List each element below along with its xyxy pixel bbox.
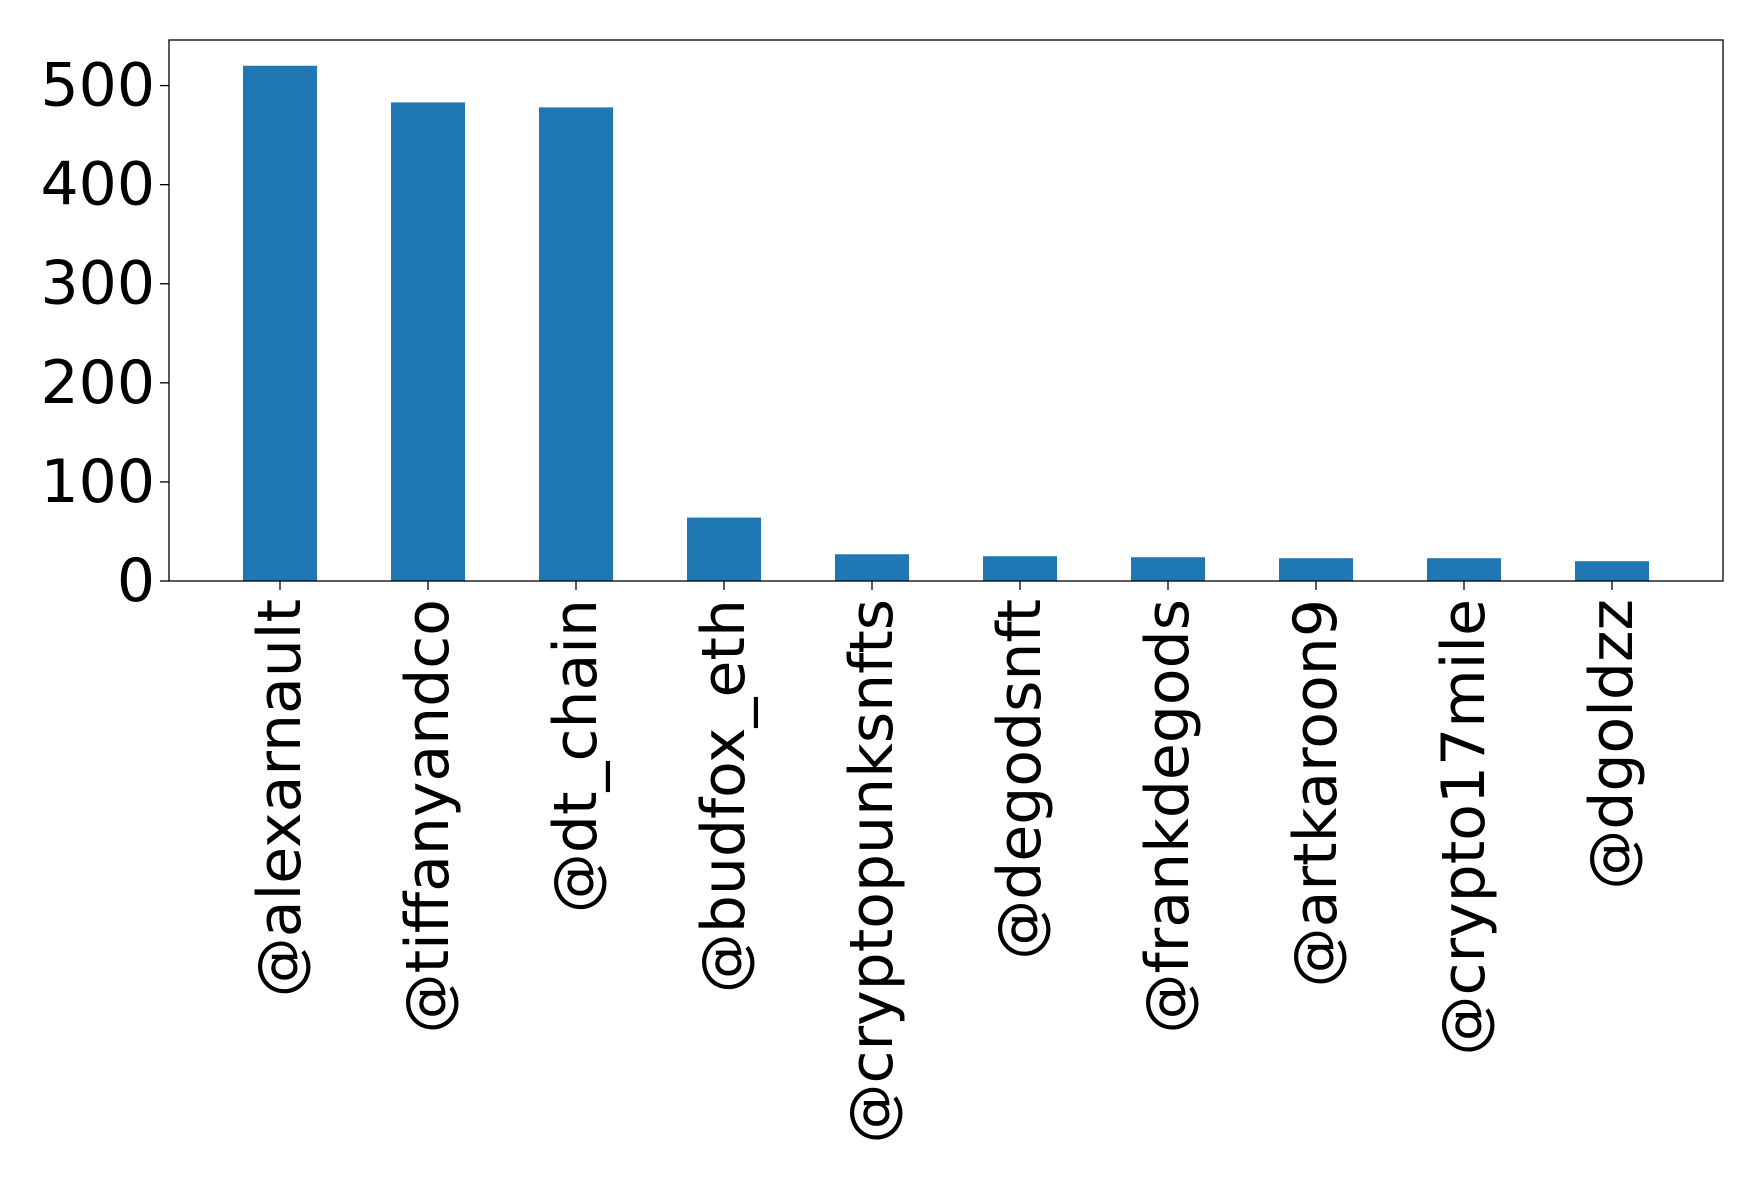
x-axis-ticks: @alexarnault @tiffanyandco @dt_chain @budfo…	[245, 581, 1647, 1144]
bars-group	[243, 65, 1649, 581]
bar-tiffanyandco	[391, 102, 465, 581]
x-tick-label: @dgoldzz	[1577, 599, 1647, 890]
y-axis-ticks: 0 100 200 300 400 500	[40, 51, 169, 616]
bar-frankdegods	[1131, 557, 1205, 581]
y-tick-label: 200	[40, 348, 155, 418]
x-tick-label: @budfox_eth	[689, 599, 759, 993]
y-tick-label: 0	[117, 546, 155, 616]
bar-cryptopunksnfts	[835, 554, 909, 581]
y-tick-label: 300	[40, 249, 155, 319]
y-tick-label: 400	[40, 150, 155, 220]
bar-alexarnault	[243, 65, 317, 581]
x-tick-label: @alexarnault	[245, 599, 315, 997]
bar-budfox_eth	[687, 517, 761, 581]
x-tick-label: @cryptopunksnfts	[837, 599, 907, 1144]
bar-dgoldzz	[1575, 561, 1649, 581]
y-tick-label: 100	[40, 447, 155, 517]
bar-degodsnft	[983, 556, 1057, 581]
x-tick-label: @crypto17mile	[1429, 599, 1499, 1056]
x-tick-label: @frankdegods	[1133, 599, 1203, 1033]
x-tick-label: @degodsnft	[985, 599, 1055, 960]
bar-artkaroon9	[1279, 558, 1353, 581]
y-tick-label: 500	[40, 51, 155, 121]
x-tick-label: @tiffanyandco	[393, 599, 463, 1033]
bar-dt_chain	[539, 107, 613, 581]
bar-crypto17mile	[1427, 558, 1501, 581]
x-tick-label: @dt_chain	[541, 599, 611, 913]
x-tick-label: @artkaroon9	[1281, 599, 1351, 987]
plot-frame	[168, 39, 1724, 582]
